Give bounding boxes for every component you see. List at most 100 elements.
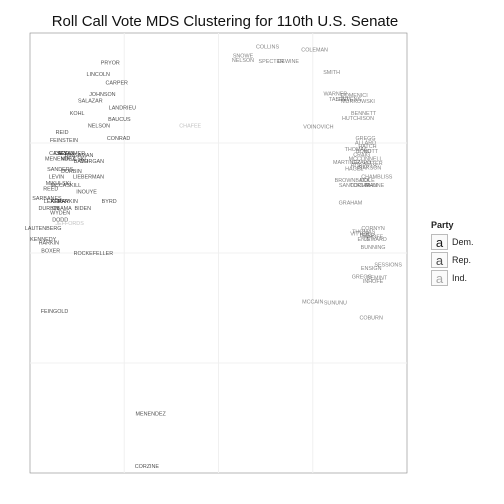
legend-label-dem: Dem. [452, 237, 474, 247]
point-label: INOUYE [76, 189, 97, 195]
point-label: VITTER [363, 161, 382, 167]
point-label: LEVIN [49, 174, 65, 180]
point-label: NELSON [232, 58, 254, 64]
legend-key-ind: a [431, 270, 448, 286]
point-label: COCHRAN [350, 183, 377, 189]
point-label: DODD [52, 217, 68, 223]
point-label: HUTCHISON [342, 116, 374, 122]
point-label: REID [56, 130, 69, 136]
point-label: CARPER [105, 81, 128, 87]
point-label: CORZINE [135, 464, 160, 470]
point-label: MIKULSKI [46, 181, 71, 187]
point-label: THOMAS [345, 147, 368, 153]
point-label: KOHL [70, 111, 85, 117]
point-label: ISAKSON [357, 166, 381, 172]
point-label: BYRD [102, 199, 117, 205]
point-label: FEINSTEIN [50, 138, 78, 144]
point-label: COLEMAN [301, 48, 328, 54]
point-label: DEMINT [367, 276, 388, 282]
point-label: SMITH [323, 70, 340, 76]
point-label: CORNYN [361, 226, 384, 232]
point-label: JOHNSON [89, 92, 115, 98]
point-label: CASEY [49, 151, 68, 157]
chart-title: Roll Call Vote MDS Clustering for 110th … [51, 13, 399, 30]
point-label: BUNNING [361, 245, 386, 251]
point-label: BIDEN [75, 206, 92, 212]
point-label: BAYH [74, 159, 88, 165]
point-label: GREGG [352, 275, 372, 281]
point-label: EWARD [367, 237, 387, 243]
point-label: MENENDEZ [45, 156, 76, 162]
point-label: SCHUMER [58, 151, 85, 157]
point-label: HATCH [358, 144, 376, 150]
point-label: DOLE [360, 178, 375, 184]
point-label: WYDEN [50, 210, 70, 216]
point-label: BROWNBACK [335, 178, 371, 184]
point-label: LEAHY [44, 199, 62, 205]
point-label: SARBANES [32, 196, 62, 202]
point-label: KERRY [51, 199, 70, 205]
legend-entry-rep: a Rep. [431, 251, 501, 269]
point-label: JEFFORDS [55, 221, 84, 227]
point-label: TALENT [329, 97, 350, 103]
point-label: DEWINE [277, 59, 299, 65]
point-label: LAUTENBERG [25, 226, 62, 232]
point-label: HARKIN [39, 241, 59, 247]
point-label: BAUCUS [108, 117, 131, 123]
point-label: VITTER [350, 232, 369, 238]
point-label: ALLARD [355, 140, 376, 146]
point-label: SALAZAR [78, 99, 103, 105]
point-label: STEVENS [336, 97, 362, 103]
point-label: INHOFE [363, 279, 384, 285]
point-label: SPECTER [259, 59, 285, 65]
point-label: MCCASKILL [51, 183, 82, 189]
point-label: CRAIG [353, 153, 370, 159]
point-label: INHOFE [363, 235, 384, 241]
point-label: THUNE [366, 183, 385, 189]
point-label: MENENDEZ [136, 411, 167, 417]
point-label: MURKOWSKI [341, 99, 375, 105]
point-label: DURBIN [61, 169, 82, 175]
point-label: MCCAIN [302, 300, 323, 306]
point-label: VOINOVICH [303, 125, 333, 131]
point-label: REED [43, 187, 58, 193]
point-label: CARDIN [54, 151, 75, 157]
point-label: SESSIONS [374, 262, 402, 268]
point-label: BURR [360, 233, 375, 239]
point-label: HARKIN [58, 199, 78, 205]
point-label: HAGEL [345, 166, 363, 172]
point-label: CRAPO [352, 160, 371, 166]
point-label: DORGAN [80, 159, 104, 165]
point-label: GRAHAM [339, 200, 363, 206]
point-label: OBAMA [52, 206, 72, 212]
point-label: SANDERS [47, 167, 73, 173]
point-label: LANDRIEU [109, 106, 136, 112]
point-label: COLLINS [256, 45, 279, 51]
point-label: MARTINEZ [333, 160, 361, 166]
legend-label-ind: Ind. [452, 273, 468, 283]
point-label: LINCOLN [87, 72, 110, 78]
point-label: BINGAMAN [65, 153, 94, 159]
point-label: CHAFEE [179, 124, 201, 130]
point-label: LOTT [364, 149, 378, 155]
legend-key-rep: a [431, 252, 448, 268]
point-label: SANTORUM [339, 183, 370, 189]
legend-label-rep: Rep. [452, 255, 472, 265]
point-label: MCCONNELL [349, 156, 383, 162]
point-label: ROCKEFELLER [74, 251, 114, 257]
point-label: CHAMBLISS [361, 174, 393, 180]
point-label: BOND [356, 149, 372, 155]
point-label: ROBERTS [351, 163, 377, 169]
point-label: THOMAS [352, 229, 375, 235]
point-label: NELSON [88, 124, 110, 130]
point-label: FEINGOLD [41, 309, 69, 315]
point-label: COBURN [359, 316, 382, 322]
legend-entry-dem: a Dem. [431, 233, 501, 251]
point-label: DOMENICI [341, 93, 368, 99]
legend-title: Party [431, 220, 454, 230]
point-label: BOXER [41, 249, 60, 255]
point-label: DURBIN [39, 206, 60, 212]
grid-lines [30, 33, 407, 473]
